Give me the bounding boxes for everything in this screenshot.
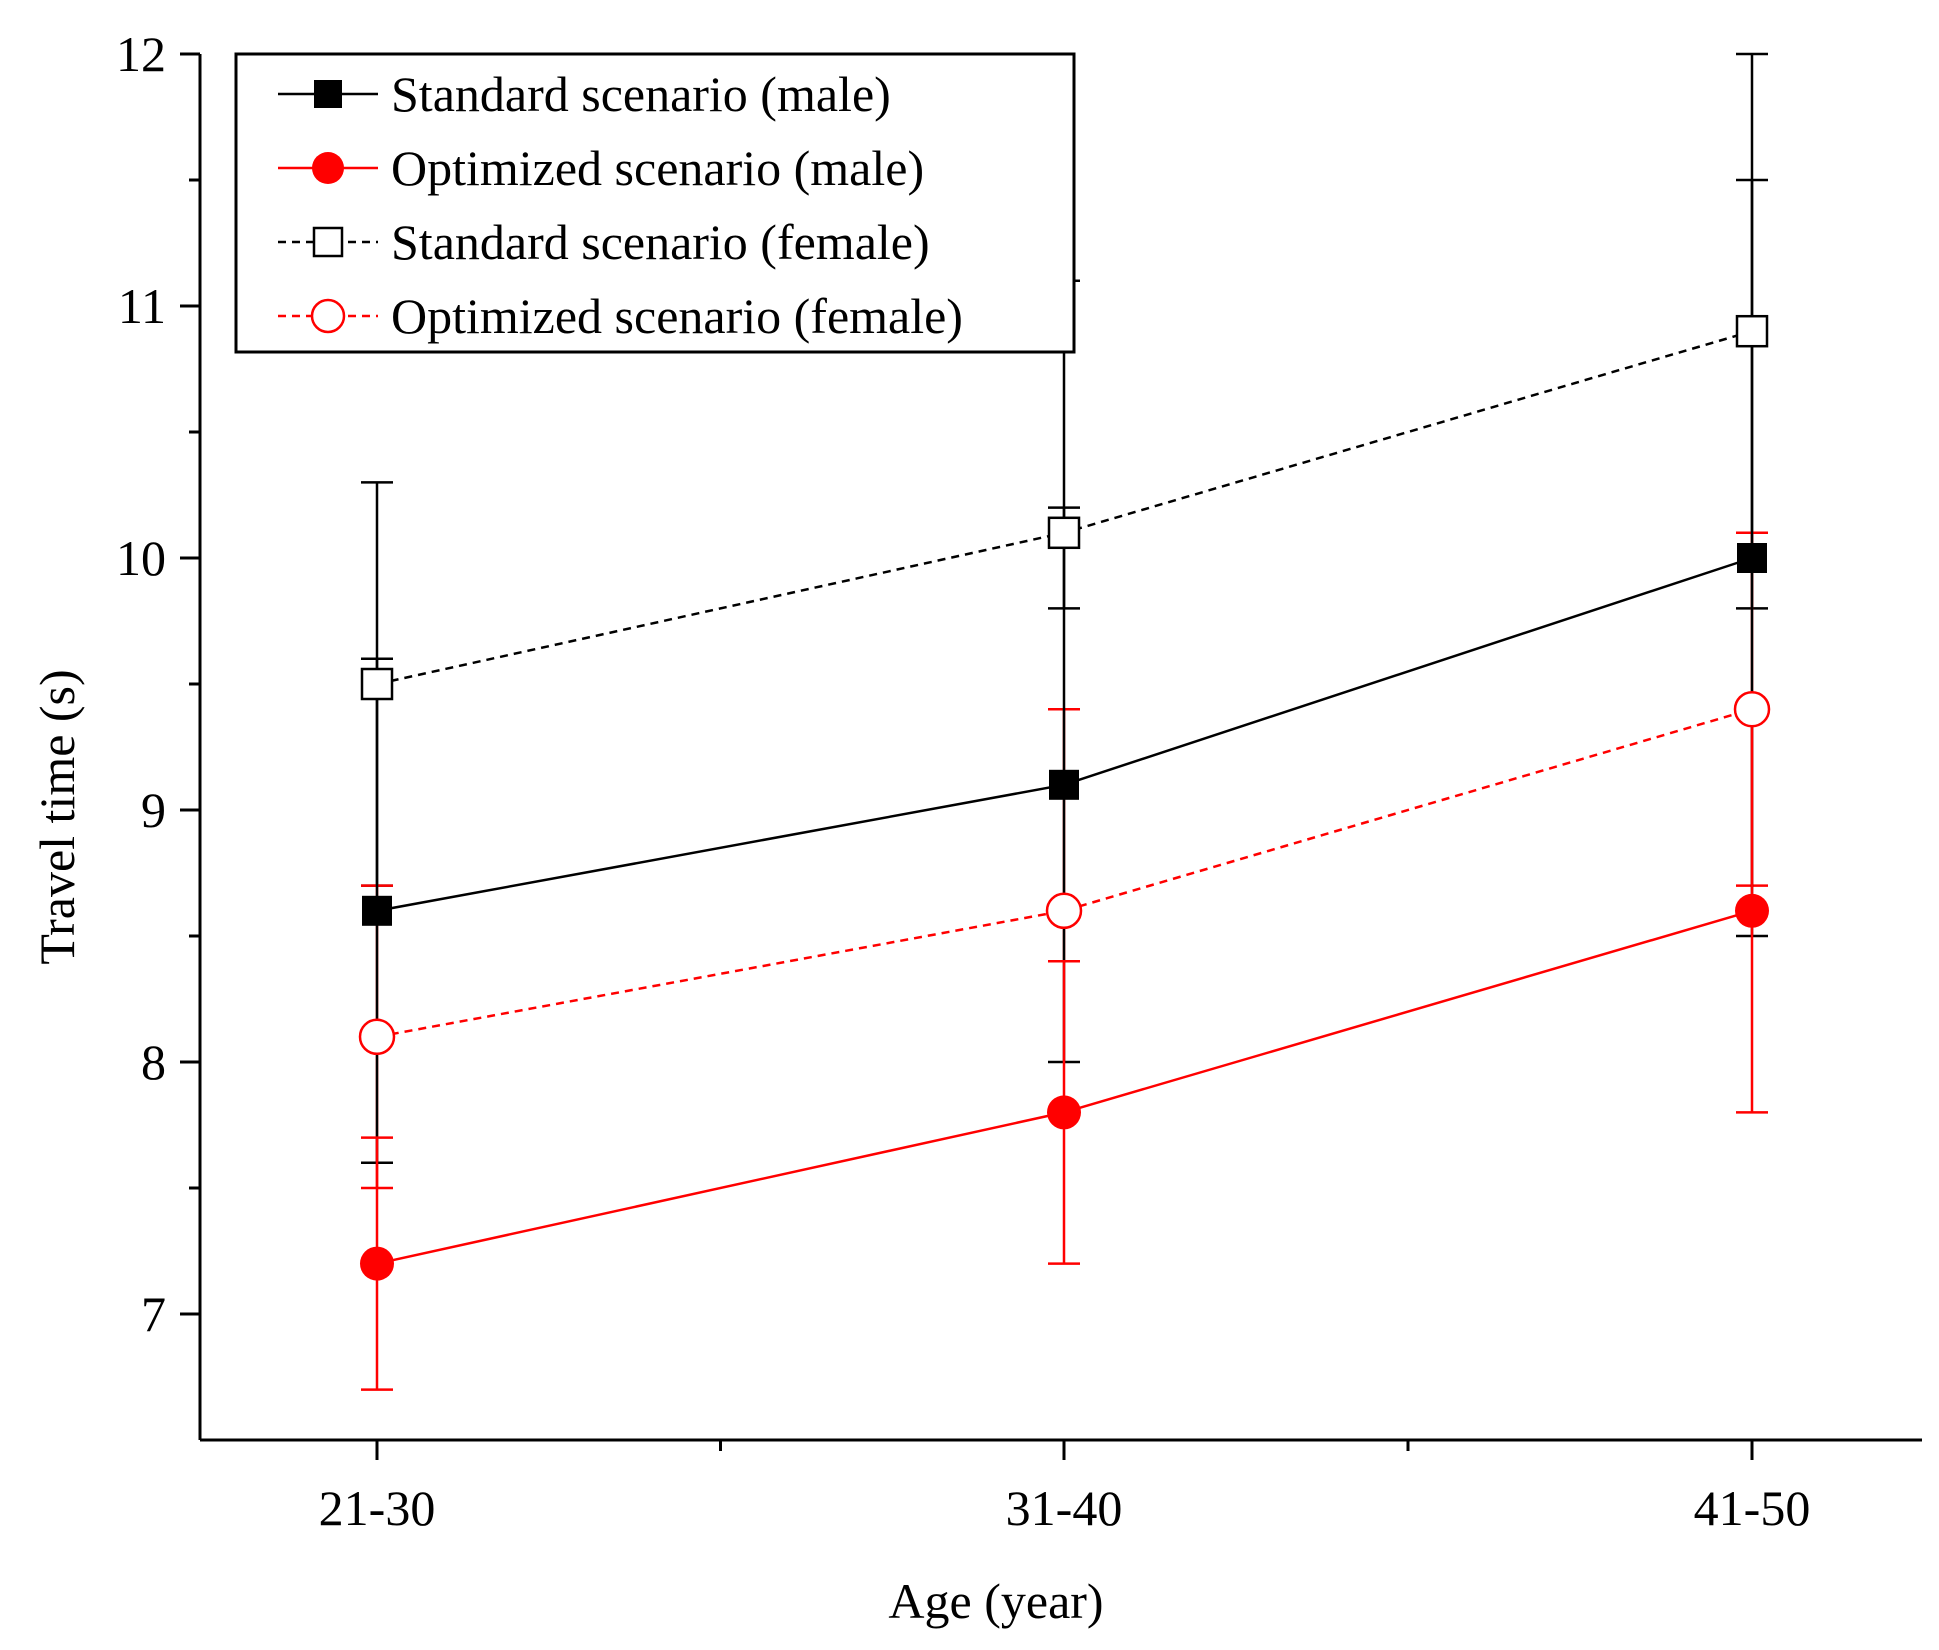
legend: Standard scenario (male) Optimized scenar… — [234, 52, 1076, 354]
marker-open-square — [360, 667, 394, 701]
marker-open-square — [312, 226, 344, 258]
x-tick-label: 31-40 — [1006, 1480, 1123, 1536]
marker-filled-square — [1049, 769, 1079, 800]
marker-open-circle — [1045, 892, 1083, 930]
marker-filled-square — [362, 895, 392, 926]
series-line — [376, 708, 1753, 1039]
marker-open-circle — [310, 298, 346, 334]
legend-label: Standard scenario (male) — [391, 66, 891, 122]
y-tick-label: 8 — [141, 1034, 166, 1090]
legend-label: Optimized scenario (female) — [391, 288, 963, 344]
marker-filled-square — [1737, 543, 1767, 573]
legend-label: Standard scenario (female) — [391, 214, 930, 270]
marker-open-circle — [1733, 690, 1771, 728]
axes: 7 8 9 10 11 12 21-30 31-40 41-50 Age (year) Travel… — [29, 26, 1922, 1629]
y-axis-title: Travel time (s) — [29, 669, 85, 964]
marker-filled-circle — [312, 152, 344, 184]
y-tick-label: 7 — [141, 1286, 166, 1342]
marker-filled-circle — [1047, 1095, 1081, 1130]
x-tick-label: 41-50 — [1694, 1480, 1811, 1536]
marker-filled-circle — [360, 1246, 394, 1281]
y-tick-label: 9 — [141, 782, 166, 838]
marker-filled-circle — [1735, 893, 1769, 928]
y-tick-label: 12 — [116, 26, 166, 82]
y-tick-label: 11 — [118, 278, 166, 334]
plot-area — [358, 52, 1771, 1391]
x-tick-label: 21-30 — [319, 1480, 436, 1536]
marker-open-circle — [358, 1018, 396, 1056]
marker-filled-square — [314, 80, 342, 108]
x-axis-title: Age (year) — [888, 1573, 1103, 1629]
marker-open-square — [1735, 314, 1769, 348]
legend-label: Optimized scenario (male) — [391, 140, 924, 196]
y-tick-label: 10 — [116, 530, 166, 586]
marker-open-square — [1047, 516, 1081, 550]
legend-box — [234, 52, 1076, 354]
